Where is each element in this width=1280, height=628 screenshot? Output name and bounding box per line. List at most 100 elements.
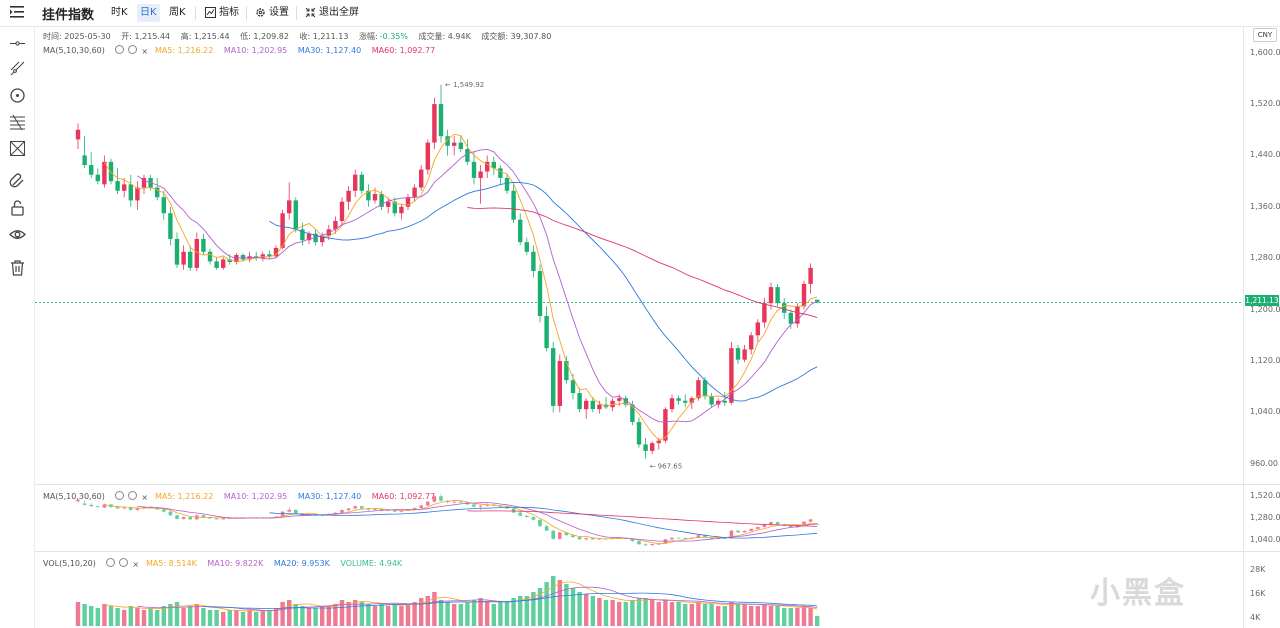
ma30-value: MA30: 1,127.40 xyxy=(297,46,362,55)
settings-button[interactable]: 设置 xyxy=(252,4,292,22)
indicator-button[interactable]: 指标 xyxy=(202,4,242,22)
close-icon[interactable]: × xyxy=(132,560,140,569)
mini-ma10-line xyxy=(137,502,818,542)
volume-bar xyxy=(544,582,549,626)
eye-icon[interactable] xyxy=(9,226,26,243)
mini-candle-body xyxy=(577,537,582,540)
candle-body xyxy=(135,187,140,201)
currency-badge[interactable]: CNY xyxy=(1253,28,1277,42)
ma60-value: MA60: 1,092.77 xyxy=(371,492,436,501)
gear-icon[interactable] xyxy=(128,45,138,54)
mini-candle-body xyxy=(478,505,483,507)
ma5-value: MA5: 1,216.22 xyxy=(154,492,214,501)
visibility-toggle-icon[interactable] xyxy=(115,45,125,54)
candle-body xyxy=(465,149,470,162)
trash-icon[interactable] xyxy=(9,259,26,276)
high-annotation: ← 1,549.92 xyxy=(445,81,484,89)
mini-candle-body xyxy=(82,503,87,505)
candle-body xyxy=(221,259,226,268)
ma10-line xyxy=(137,148,818,423)
candle-body xyxy=(768,287,774,304)
candle-body xyxy=(551,348,556,406)
indicator-icon xyxy=(205,6,216,18)
ma-legend-label: MA(5,10,30,60) xyxy=(43,492,105,501)
mini-candle-body xyxy=(360,506,364,509)
volume-bar xyxy=(194,604,199,626)
mini-candle-body xyxy=(346,508,351,511)
unlock-icon[interactable] xyxy=(9,199,26,216)
volume-bar xyxy=(590,596,595,626)
trend-line-tool-icon[interactable] xyxy=(9,60,26,77)
close-icon[interactable]: × xyxy=(141,493,149,502)
mini-candle-body xyxy=(657,543,661,545)
volume-bar xyxy=(207,610,213,626)
volume-bar xyxy=(742,604,747,626)
pane-divider[interactable] xyxy=(35,551,1280,552)
mini-candle-body xyxy=(287,509,291,512)
fibonacci-tool-icon[interactable] xyxy=(9,114,26,131)
pane-divider[interactable] xyxy=(35,484,1280,485)
pattern-tool-icon[interactable] xyxy=(9,140,26,157)
price-tick-label: 960.00 xyxy=(1250,458,1278,468)
volume-bar xyxy=(584,594,589,626)
mini-candle-body xyxy=(426,501,430,506)
volume-bar xyxy=(782,608,787,626)
horizontal-line-tool-icon[interactable] xyxy=(9,35,26,52)
ma-legend-label: MA(5,10,30,60) xyxy=(43,46,105,55)
mini-candle-body xyxy=(670,537,674,540)
volume-bar xyxy=(280,602,285,626)
candle-body xyxy=(399,206,404,214)
close-icon[interactable]: × xyxy=(141,47,149,56)
candle-body xyxy=(194,238,199,268)
price-tick-label: 1,280.00 xyxy=(1250,253,1280,263)
volume-bar xyxy=(491,604,496,626)
mini-candle-body xyxy=(617,537,621,539)
magnet-icon[interactable] xyxy=(9,172,26,189)
volume-bar xyxy=(313,608,318,626)
volume-bar xyxy=(458,604,463,626)
volume-bar xyxy=(478,598,483,626)
volume-bar xyxy=(669,602,675,626)
time-k-button[interactable]: 时K xyxy=(111,7,128,18)
volume-bar xyxy=(122,610,127,626)
volume-bar xyxy=(815,616,820,626)
volume-bar xyxy=(326,606,331,626)
candle-body xyxy=(570,380,576,394)
volume-bar xyxy=(650,600,655,626)
candle-body xyxy=(280,213,285,248)
volume-tick-label: 4K xyxy=(1250,613,1261,622)
price-axis-line xyxy=(1243,27,1244,628)
volume-bar xyxy=(227,610,232,626)
week-k-button[interactable]: 周K xyxy=(169,7,186,18)
toolbar-divider xyxy=(246,6,247,20)
ma-legend-main: MA(5,10,30,60) × MA5: 1,216.22 MA10: 1,2… xyxy=(43,45,443,56)
volume-tick-label: 28K xyxy=(1250,565,1266,574)
day-k-button[interactable]: 日K xyxy=(137,4,160,22)
candle-body xyxy=(531,251,536,272)
volume-bar xyxy=(359,602,364,626)
collapse-menu-icon[interactable] xyxy=(10,5,24,19)
vol-volume-value: VOLUME: 4.94K xyxy=(340,559,403,568)
mini-candle-body xyxy=(709,537,714,539)
candle-body xyxy=(504,177,510,191)
gear-icon[interactable] xyxy=(128,491,138,500)
volume-chart xyxy=(75,576,820,626)
volume-bar xyxy=(82,604,87,626)
mini-tick-label: 1,280.00 xyxy=(1250,513,1280,522)
candle-body xyxy=(174,238,180,265)
price-tick-label: 1,600.00 xyxy=(1250,47,1280,57)
candle-body xyxy=(636,421,642,445)
exit-fullscreen-button[interactable]: 退出全屏 xyxy=(302,4,362,22)
circle-tool-icon[interactable] xyxy=(9,87,26,104)
volume-bar xyxy=(438,600,444,626)
candle-body xyxy=(597,404,602,410)
price-tick-label: 1,040.00 xyxy=(1250,407,1280,417)
candlestick-chart[interactable]: ← 1,549.92 ← 967.65 xyxy=(35,27,1243,483)
visibility-toggle-icon[interactable] xyxy=(115,491,125,500)
mini-candle-body xyxy=(591,538,595,540)
gear-icon[interactable] xyxy=(119,558,129,567)
mini-candle-body xyxy=(353,506,357,509)
mini-candle-body xyxy=(558,532,562,539)
visibility-toggle-icon[interactable] xyxy=(106,558,116,567)
candle-body xyxy=(630,404,635,422)
